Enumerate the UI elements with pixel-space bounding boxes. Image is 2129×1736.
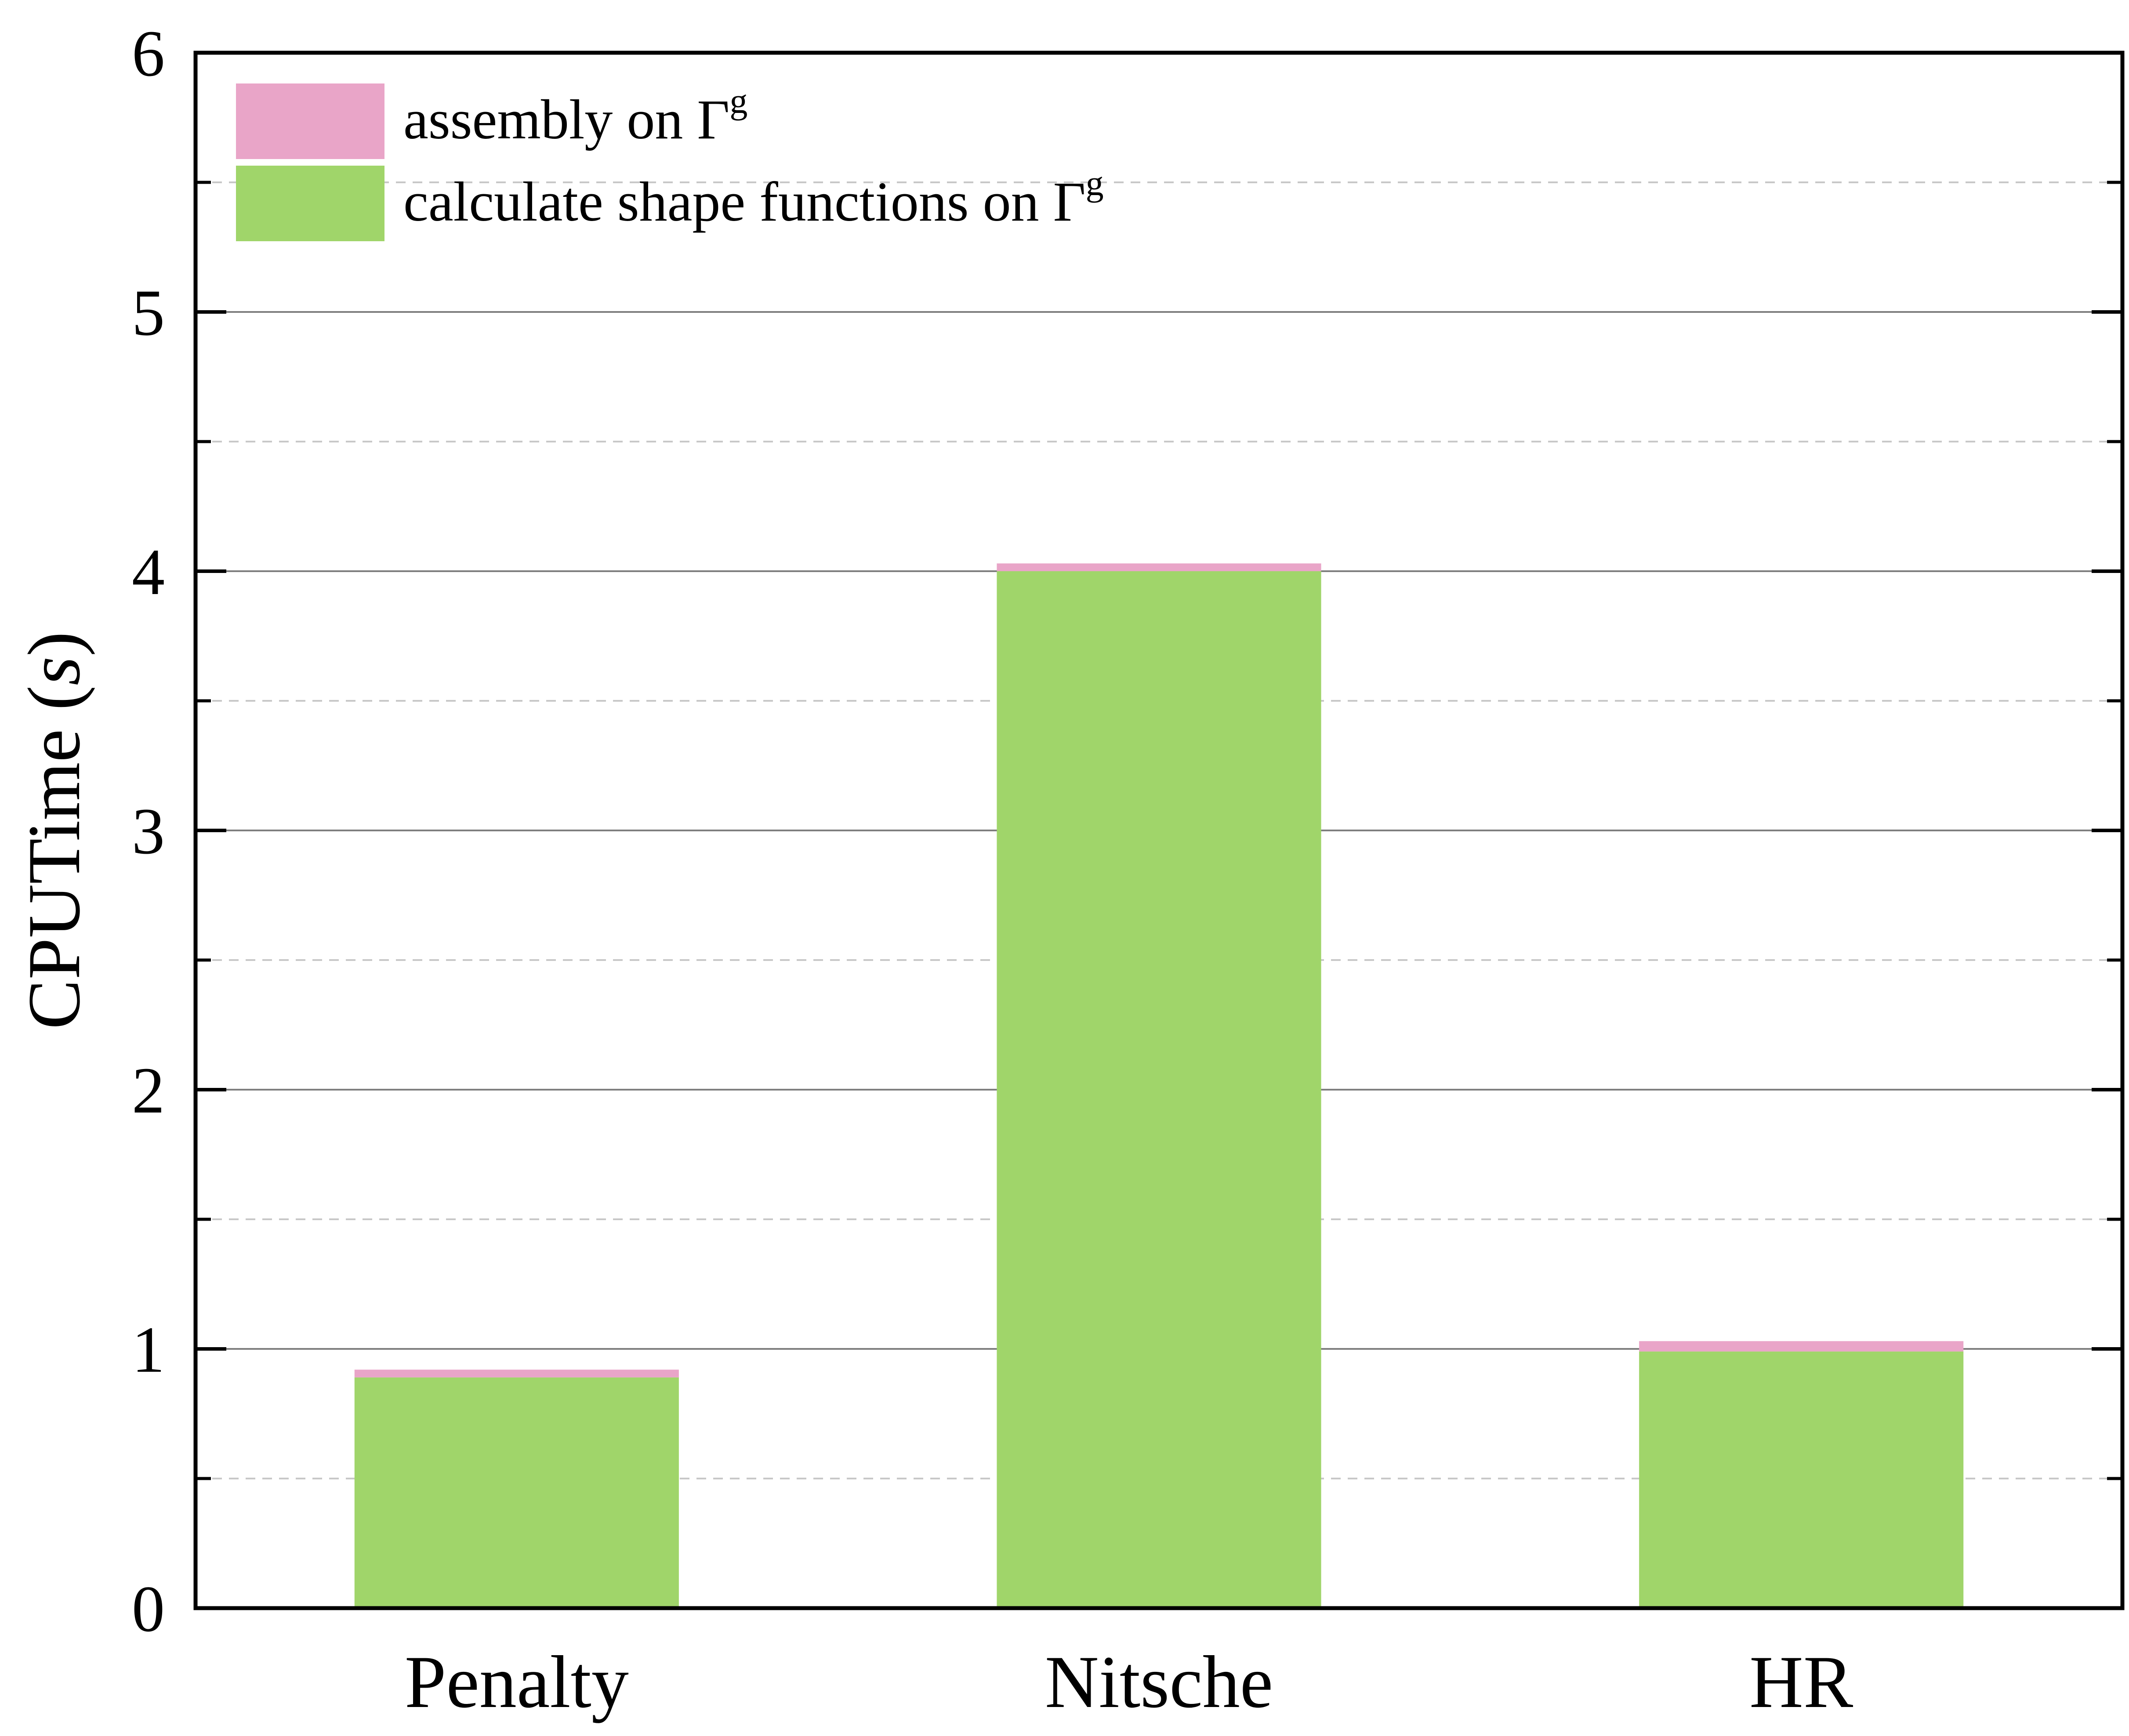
legend-swatch — [236, 83, 384, 159]
y-tick-label: 3 — [132, 795, 165, 868]
ticks-layer — [196, 51, 2122, 1610]
x-category-label: Penalty — [405, 1641, 629, 1723]
legend-label-text: assembly on Γ — [403, 88, 729, 151]
legend-label-superscript: g — [1086, 163, 1104, 203]
y-axis-label-close: ) — [13, 631, 95, 656]
x-category-label: Nitsche — [1045, 1641, 1273, 1723]
y-tick-label: 2 — [132, 1054, 165, 1127]
bar-penalty-series-2 — [354, 1370, 679, 1377]
bar-hr-series-1 — [1639, 1351, 1964, 1608]
y-tick-label: 4 — [132, 536, 165, 609]
y-tick-label: 5 — [132, 276, 165, 349]
y-tick-labels: 0 1 2 3 4 5 6 — [132, 17, 165, 1645]
bar-penalty-series-1 — [354, 1377, 679, 1608]
y-tick-label: 1 — [132, 1313, 165, 1386]
y-axis-label-unit: s — [13, 656, 95, 685]
legend-label: assembly on Γg — [403, 81, 747, 151]
y-axis-label: CPUTime (s) — [13, 631, 95, 1029]
bar-hr-series-2 — [1639, 1341, 1964, 1352]
x-category-labels: Penalty Nitsche HR — [405, 1641, 1853, 1723]
bars-layer — [354, 563, 1964, 1608]
legend-swatch — [236, 166, 384, 241]
x-category-label: HR — [1749, 1641, 1853, 1723]
bar-nitsche-series-2 — [997, 563, 1321, 571]
legend-label-text: calculate shape functions on Γ — [403, 170, 1086, 233]
y-tick-label: 6 — [132, 17, 165, 90]
legend-label-superscript: g — [729, 81, 747, 121]
bar-nitsche-series-1 — [997, 571, 1321, 1608]
y-tick-label: 0 — [132, 1573, 165, 1645]
y-axis-label-main: CPUTime ( — [13, 685, 95, 1029]
legend-label: calculate shape functions on Γg — [403, 163, 1104, 233]
